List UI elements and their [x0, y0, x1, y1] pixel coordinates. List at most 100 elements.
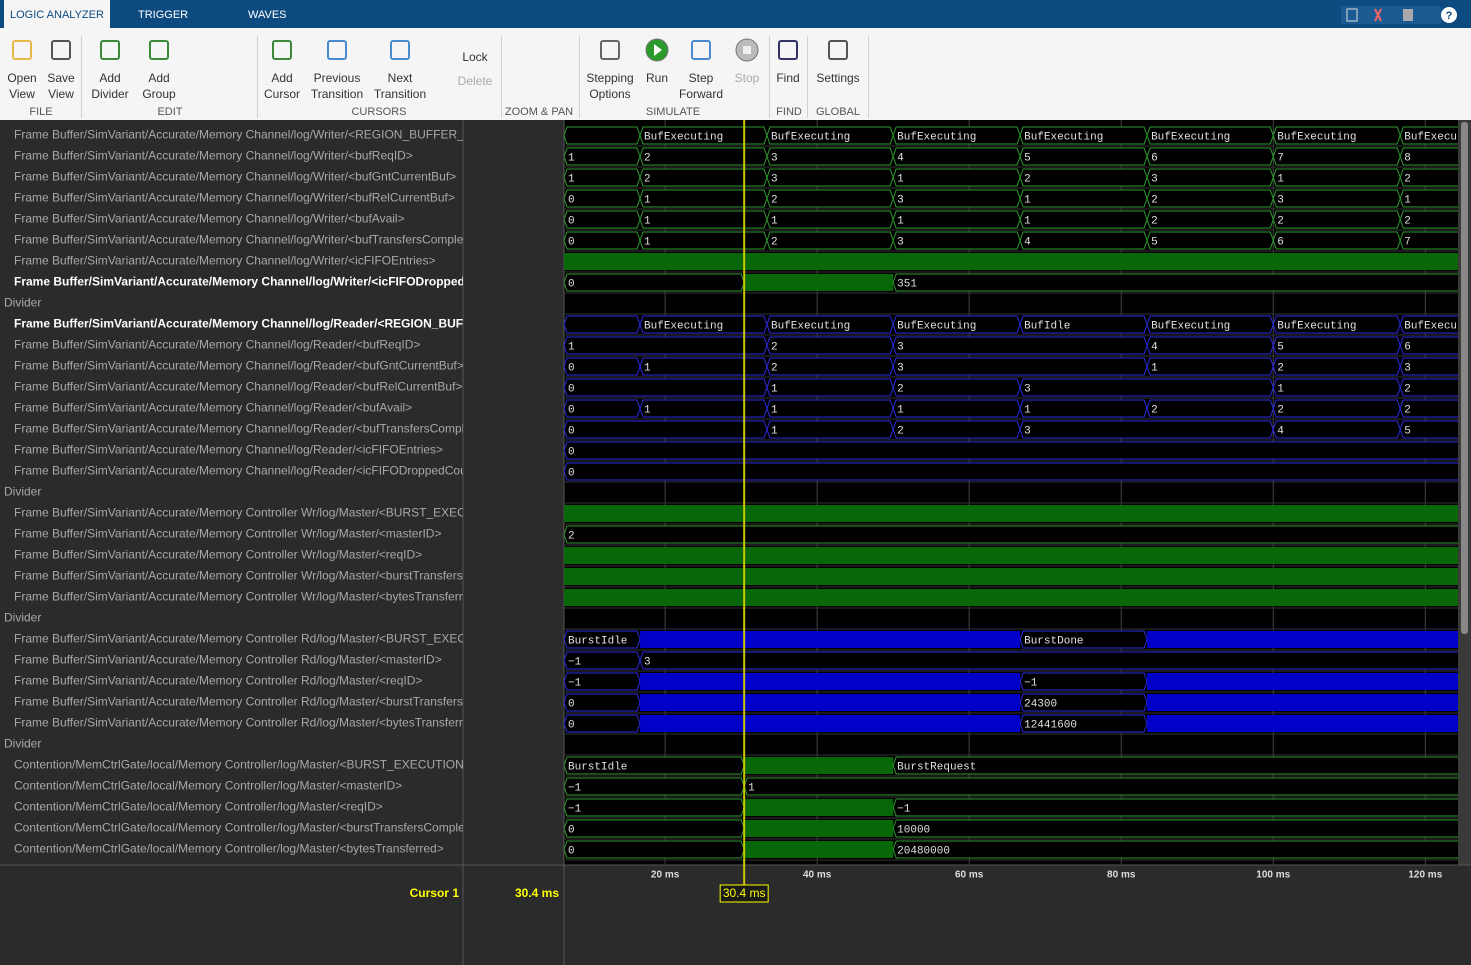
- segment-value: 1: [644, 236, 651, 248]
- button-icon[interactable]: [825, 37, 851, 63]
- tab[interactable]: WAVES: [248, 9, 287, 21]
- toolbar-button[interactable]: Add Group: [142, 70, 175, 102]
- bus-segment: [766, 147, 894, 166]
- segment-value: 0: [568, 719, 575, 731]
- icon-paste[interactable]: [1403, 9, 1413, 21]
- icon-cut[interactable]: [1374, 8, 1382, 22]
- quick-bar: [1341, 6, 1441, 24]
- button-label: Next: [387, 71, 413, 85]
- tab[interactable]: LOGIC ANALYZER: [4, 0, 110, 28]
- segment-value: 2: [771, 362, 778, 374]
- toolbar-button[interactable]: Find: [776, 70, 799, 86]
- small-button[interactable]: Lock: [462, 50, 488, 64]
- toolbar-button[interactable]: Stepping Options: [586, 70, 633, 102]
- button-label: Step: [688, 71, 714, 85]
- bus-segment: [1272, 189, 1401, 208]
- bus-segment: [1019, 189, 1148, 208]
- bus-segment: [564, 210, 641, 229]
- segment-value: 1: [771, 215, 778, 227]
- segment-value: BufExecuting: [1024, 131, 1103, 143]
- signal-name: Frame Buffer/SimVariant/Accurate/Memory …: [14, 275, 493, 289]
- x-tick-label: 20 ms: [651, 870, 680, 881]
- segment-value: 0: [568, 362, 575, 374]
- bus-segment: [743, 777, 1458, 796]
- icon-help[interactable]: [1441, 7, 1457, 23]
- button-icon[interactable]: [9, 37, 35, 63]
- button-icon[interactable]: [597, 37, 623, 63]
- icon-glyph: [743, 46, 751, 54]
- toolbar-button[interactable]: Open View: [7, 70, 36, 102]
- segment-value: 5: [1024, 152, 1031, 164]
- signal-name: Frame Buffer/SimVariant/Accurate/Memory …: [14, 380, 462, 394]
- bus-segment: [564, 126, 641, 145]
- segment-value: 2: [771, 194, 778, 206]
- toolbar-button[interactable]: Save View: [47, 70, 74, 102]
- segment-value: 1: [897, 173, 904, 185]
- x-tick-label: 40 ms: [803, 870, 832, 881]
- tab[interactable]: TRIGGER: [138, 9, 189, 21]
- segment-value: 3: [1024, 383, 1031, 395]
- button-label: Transition: [310, 87, 364, 101]
- button-icon[interactable]: [97, 37, 123, 63]
- button-icon[interactable]: [734, 37, 760, 63]
- segment-value: 2: [1277, 404, 1284, 416]
- signal-name: Frame Buffer/SimVariant/Accurate/Memory …: [14, 506, 466, 520]
- segment-value: 1: [897, 215, 904, 227]
- filled-segment: [1147, 715, 1458, 732]
- button-label: Options: [589, 87, 631, 101]
- segment-value: BurstIdle: [568, 761, 627, 773]
- toolbar-button[interactable]: Add Divider: [91, 70, 128, 102]
- segment-value: 4: [1024, 236, 1031, 248]
- group-label: GLOBAL: [815, 106, 861, 118]
- bus-segment: [766, 210, 894, 229]
- segment-value: 2: [1404, 173, 1411, 185]
- signal-name: Frame Buffer/SimVariant/Accurate/Memory …: [14, 590, 463, 604]
- button-icon[interactable]: [324, 37, 350, 63]
- segment-value: 5: [1277, 341, 1284, 353]
- filled-segment: [640, 694, 1021, 711]
- divider-label: Divider: [4, 485, 41, 499]
- scroll-thumb[interactable]: [1461, 122, 1468, 634]
- group-label: FIND: [776, 106, 802, 118]
- button-icon[interactable]: [48, 37, 74, 63]
- bus-segment: [892, 378, 1021, 397]
- bus-segment: [766, 357, 894, 376]
- bus-segment: [639, 231, 768, 250]
- x-tick-label: 60 ms: [955, 870, 984, 881]
- bus-segment: [639, 189, 768, 208]
- button-icon[interactable]: [688, 37, 714, 63]
- toolbar-button[interactable]: Step Forward: [679, 70, 723, 102]
- small-button[interactable]: Delete: [457, 74, 493, 88]
- segment-value: BurstDone: [1024, 635, 1083, 647]
- toolbar-button[interactable]: Previous Transition: [311, 70, 363, 102]
- segment-value: −1: [568, 656, 582, 668]
- bus-segment: [564, 189, 641, 208]
- filled-segment: [564, 253, 1458, 270]
- x-tick-label: 100 ms: [1256, 870, 1290, 881]
- button-icon[interactable]: [775, 37, 801, 63]
- bus-segment: [564, 231, 641, 250]
- cursor-flag[interactable]: [719, 884, 769, 903]
- toolbar-button[interactable]: Run: [646, 70, 668, 86]
- toolbar-button[interactable]: Stop: [735, 70, 760, 86]
- group-separator: [81, 36, 82, 118]
- toolbar-button[interactable]: Settings: [816, 70, 859, 86]
- icon-copy[interactable]: [1346, 8, 1358, 22]
- bus-segment: [639, 357, 768, 376]
- bus-segment: [1272, 210, 1401, 229]
- segment-value: 3: [897, 362, 904, 374]
- button-icon[interactable]: [146, 37, 172, 63]
- toolbar-button[interactable]: Add Cursor: [264, 70, 300, 102]
- toolbar-button[interactable]: Next Transition: [374, 70, 426, 102]
- button-icon[interactable]: [269, 37, 295, 63]
- x-tick-label: 120 ms: [1408, 870, 1442, 881]
- button-icon[interactable]: [644, 37, 670, 63]
- bus-segment: [1272, 357, 1401, 376]
- signal-name: Frame Buffer/SimVariant/Accurate/Memory …: [14, 359, 464, 373]
- icon-shape: [600, 40, 620, 60]
- button-icon[interactable]: [387, 37, 413, 63]
- bus-segment: [892, 819, 1458, 838]
- divider-label: Divider: [4, 737, 41, 751]
- segment-value: −1: [897, 803, 911, 815]
- bus-segment: [1399, 336, 1458, 355]
